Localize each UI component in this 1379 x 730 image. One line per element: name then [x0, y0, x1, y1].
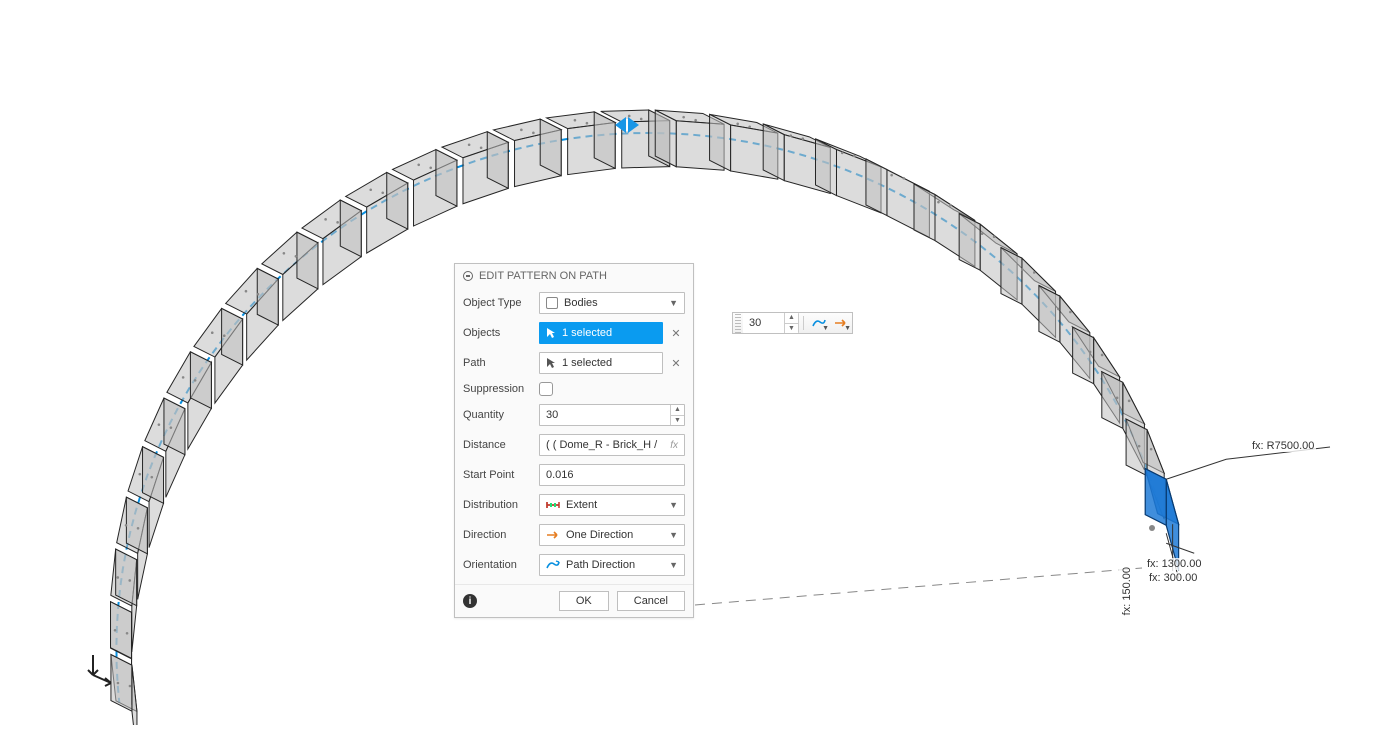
label-object-type: Object Type: [463, 297, 533, 309]
floating-quantity-stepper[interactable]: 30 ▲▼: [743, 313, 799, 333]
fx-icon: fx: [670, 440, 678, 451]
label-quantity: Quantity: [463, 409, 533, 421]
chevron-down-icon: ▼: [669, 500, 678, 510]
label-distance: Distance: [463, 439, 533, 451]
label-orientation: Orientation: [463, 559, 533, 571]
chevron-down-icon: ▼: [822, 325, 829, 332]
float-qty-down[interactable]: ▼: [785, 324, 798, 334]
label-direction: Direction: [463, 529, 533, 541]
path-clear-button[interactable]: ✕: [667, 354, 685, 372]
dialog-title-bar[interactable]: EDIT PATTERN ON PATH: [455, 264, 693, 288]
dim-300: fx: 300.00: [1147, 572, 1199, 584]
quantity-down[interactable]: ▼: [671, 416, 684, 426]
path-slider-handle[interactable]: [615, 117, 639, 133]
cursor-icon: [546, 357, 556, 369]
separator: [803, 316, 804, 330]
label-objects: Objects: [463, 327, 533, 339]
dim-radius: fx: R7500.00: [1250, 440, 1316, 452]
objects-selector[interactable]: 1 selected: [539, 322, 663, 344]
floating-quantity-toolbar[interactable]: 30 ▲▼ ▼ ▼: [732, 312, 853, 334]
toolbar-grip[interactable]: [735, 313, 741, 333]
edit-pattern-dialog: EDIT PATTERN ON PATH Object Type Bodies …: [454, 263, 694, 618]
dim-1300: fx: 1300.00: [1145, 558, 1203, 570]
arrow-right-icon: [546, 530, 560, 540]
cursor-icon: [546, 327, 556, 339]
suppression-checkbox[interactable]: [539, 382, 553, 396]
bodies-icon: [546, 297, 558, 309]
quantity-stepper[interactable]: 30 ▲▼: [539, 404, 685, 426]
extent-icon: [546, 500, 560, 510]
label-startpoint: Start Point: [463, 469, 533, 481]
chevron-down-icon: ▼: [844, 325, 851, 332]
direction-tool-icon[interactable]: ▼: [830, 313, 852, 333]
objects-clear-button[interactable]: ✕: [667, 324, 685, 342]
orientation-dropdown[interactable]: Path Direction ▼: [539, 554, 685, 576]
label-suppression: Suppression: [463, 383, 533, 395]
path-direction-icon: [546, 560, 560, 570]
direction-dropdown[interactable]: One Direction ▼: [539, 524, 685, 546]
origin-glyph: [83, 650, 123, 690]
info-icon[interactable]: i: [463, 594, 477, 608]
dim-150: fx: 150.00: [1119, 567, 1135, 615]
label-path: Path: [463, 357, 533, 369]
distribution-dropdown[interactable]: Extent ▼: [539, 494, 685, 516]
distance-input[interactable]: ( ( Dome_R - Brick_H / fx: [539, 434, 685, 456]
float-qty-up[interactable]: ▲: [785, 313, 798, 324]
orientation-tool-icon[interactable]: ▼: [808, 313, 830, 333]
label-distribution: Distribution: [463, 499, 533, 511]
chevron-down-icon: ▼: [669, 560, 678, 570]
path-selector[interactable]: 1 selected: [539, 352, 663, 374]
chevron-down-icon: ▼: [669, 530, 678, 540]
chevron-down-icon: ▼: [669, 298, 678, 308]
startpoint-input[interactable]: 0.016: [539, 464, 685, 486]
collapse-icon[interactable]: [463, 271, 473, 281]
ok-button[interactable]: OK: [559, 591, 609, 611]
cancel-button[interactable]: Cancel: [617, 591, 685, 611]
dialog-title-text: EDIT PATTERN ON PATH: [479, 270, 607, 282]
quantity-up[interactable]: ▲: [671, 405, 684, 416]
object-type-dropdown[interactable]: Bodies ▼: [539, 292, 685, 314]
